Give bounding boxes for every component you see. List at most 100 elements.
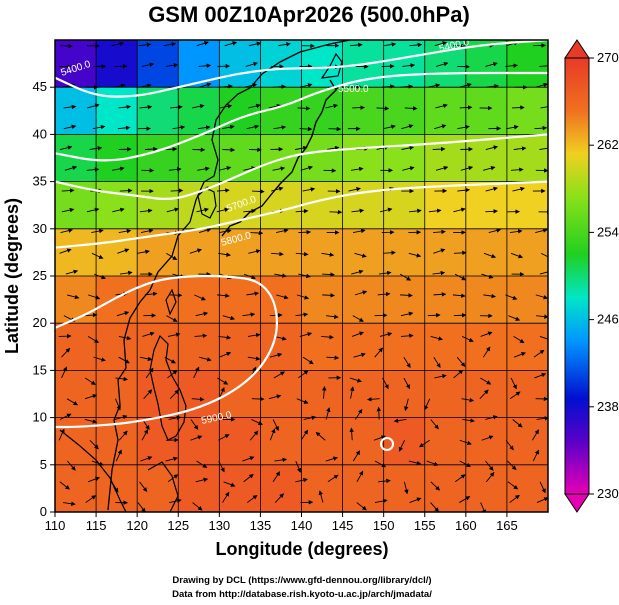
wind-arrow <box>379 207 393 213</box>
wind-arrow <box>191 397 205 402</box>
colorbar-scale <box>564 57 590 495</box>
temperature-cell <box>260 228 302 277</box>
wind-arrow <box>404 398 409 412</box>
wind-arrow <box>222 315 235 321</box>
wind-arrow <box>433 356 441 369</box>
wind-arrow <box>66 398 78 406</box>
temperature-cell <box>137 370 179 419</box>
x-tick-label: 115 <box>86 518 107 533</box>
wind-arrow <box>61 188 75 193</box>
wind-arrow <box>402 63 416 68</box>
height-contours <box>55 40 548 429</box>
wind-arrow <box>409 497 422 503</box>
temperature-cell <box>219 323 261 371</box>
temperature-cell <box>506 134 548 183</box>
wind-arrow <box>326 355 340 360</box>
wind-arrow <box>486 83 499 89</box>
map-plot-area: 5400.0 5500.0 5700.0 5800.0 5900.0 5400.… <box>55 40 548 512</box>
wind-arrow <box>351 331 365 337</box>
wind-arrow <box>300 165 313 171</box>
temperature-cell <box>383 323 426 371</box>
wind-arrow <box>356 470 364 483</box>
temperature-cell <box>342 417 385 466</box>
temperature-cell <box>506 464 548 512</box>
wind-arrow <box>139 208 153 214</box>
wind-arrow <box>223 481 236 487</box>
temperature-cell <box>260 370 302 419</box>
wind-arrow <box>93 273 106 280</box>
wind-arrow <box>325 456 338 462</box>
temperature-cell <box>465 417 508 466</box>
wind-arrow <box>453 207 466 213</box>
coastline-borneo <box>59 429 127 512</box>
wind-arrow <box>481 435 494 441</box>
wind-arrow <box>251 419 263 425</box>
y-tick-label: 0 <box>40 504 47 519</box>
wind-arrow <box>430 419 439 430</box>
wind-arrow <box>430 502 440 512</box>
temperature-cell <box>260 40 302 88</box>
wind-arrow <box>272 419 279 431</box>
temperature-cell <box>178 40 220 88</box>
y-tick-label: 20 <box>33 315 47 330</box>
wind-arrow <box>322 272 335 277</box>
wind-arrow <box>298 370 309 379</box>
wind-arrow <box>190 419 199 430</box>
y-axis: 0 5 10 15 20 25 30 35 40 45 <box>33 79 55 519</box>
wind-arrow <box>224 41 238 47</box>
wind-arrow <box>356 502 367 511</box>
wind-arrow <box>426 460 439 466</box>
wind-arrow <box>65 269 79 275</box>
wind-arrow <box>139 356 153 362</box>
wind-arrow <box>539 63 548 69</box>
height-contour-5500 <box>55 71 548 162</box>
wind-arrow <box>219 228 232 234</box>
temperature-cell <box>301 40 344 88</box>
wind-arrow <box>165 456 178 462</box>
wind-arrow <box>295 208 309 214</box>
wind-arrow <box>453 312 467 318</box>
wind-arrow <box>222 124 235 130</box>
x-tick-label: 145 <box>332 518 354 533</box>
wind-arrow <box>59 248 72 254</box>
wind-arrow <box>427 83 441 88</box>
x-tick-label: 125 <box>167 518 189 533</box>
wind-arrow <box>505 439 514 451</box>
wind-arrow <box>404 106 418 111</box>
temperature-cell <box>424 276 467 324</box>
wind-arrow <box>169 389 180 400</box>
x-tick-label: 135 <box>250 518 272 533</box>
wind-arrow <box>199 82 212 88</box>
temperature-cell <box>342 134 385 183</box>
wind-arrow <box>61 366 68 379</box>
wind-arrow <box>321 386 327 399</box>
wind-arrow <box>351 269 364 275</box>
wind-arrow <box>352 315 364 322</box>
wind-arrow <box>59 145 73 150</box>
wind-arrow <box>63 124 77 130</box>
wind-arrow <box>243 273 256 280</box>
temperature-cell <box>55 323 97 371</box>
wind-arrow <box>271 251 284 257</box>
temperature-cell <box>465 464 508 512</box>
wind-arrow <box>92 124 106 130</box>
wind-arrow <box>400 293 413 298</box>
x-axis: 110 115 120 125 130 135 140 145 150 155 160 165 <box>45 512 518 533</box>
wind-arrow <box>168 415 182 421</box>
wind-arrow <box>278 42 291 47</box>
colorbar-tick-label: 262 <box>597 137 619 152</box>
temperature-cell <box>383 134 426 183</box>
wind-arrow <box>408 252 422 258</box>
wind-arrow <box>403 377 411 390</box>
wind-arrow <box>247 356 261 361</box>
colorbar-tick-label: 254 <box>597 224 619 239</box>
wind-arrow <box>509 391 521 400</box>
wind-arrow <box>112 207 125 213</box>
wind-arrow <box>89 146 103 151</box>
coastline-taiwan <box>165 288 177 316</box>
wind-arrow <box>115 414 128 420</box>
colorbar-tick-label: 270 <box>597 50 619 65</box>
temperature-cell <box>137 276 179 324</box>
temperature-cell <box>301 134 344 183</box>
wind-arrow <box>144 291 158 297</box>
